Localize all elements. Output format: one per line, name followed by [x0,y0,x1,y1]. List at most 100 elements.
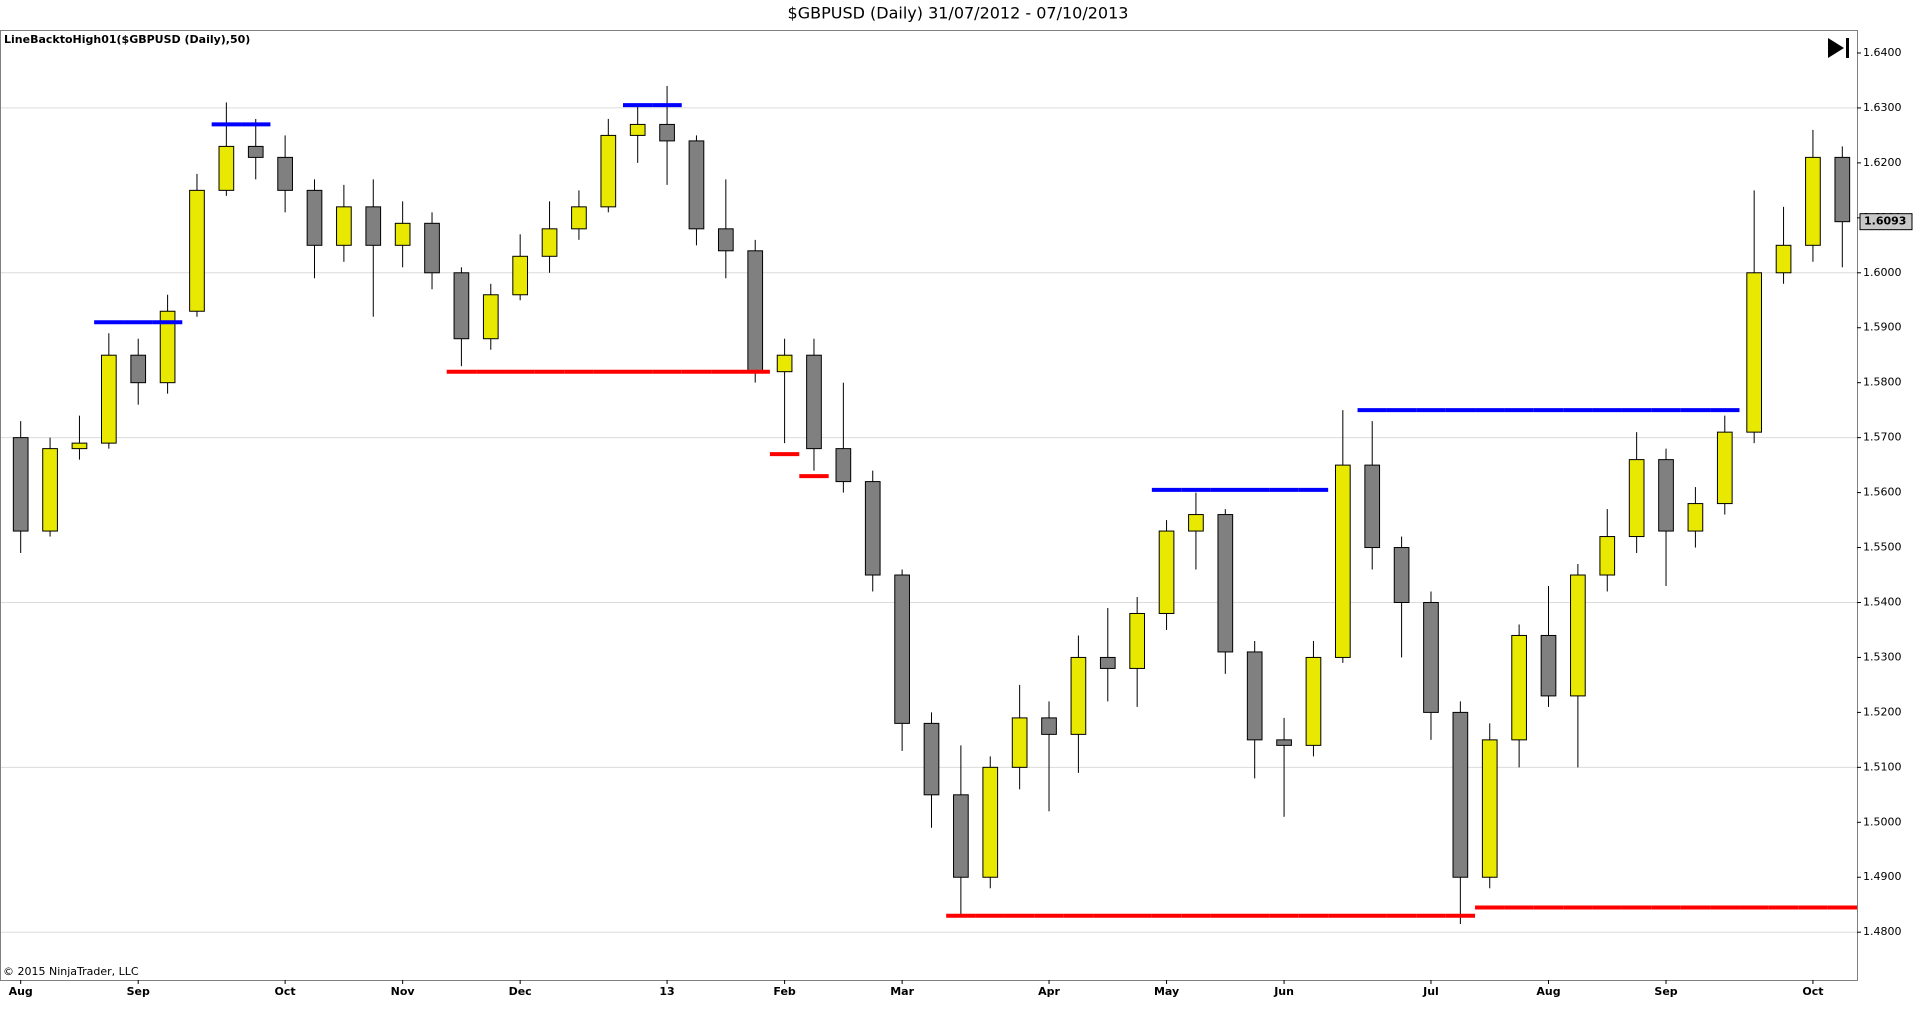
y-tick-label: 1.5900 [1863,321,1902,334]
candle-body [1305,656,1322,746]
y-tick-label: 1.5100 [1863,760,1902,773]
candle-body [1746,272,1763,433]
x-tick-label: Dec [509,985,532,998]
candle-body [1834,156,1851,223]
candle-body [424,222,440,274]
candle-body [453,272,470,340]
candle-body [482,294,499,340]
candle-body [336,206,352,246]
y-tick-label: 1.5400 [1863,595,1902,608]
candle-body [1099,656,1116,669]
candle-body [1540,634,1557,697]
candle-body [982,766,999,878]
candle-body [42,448,58,532]
candle-body [1011,717,1028,768]
candle-body [1217,514,1234,653]
candle-body [189,189,205,312]
plot-border [0,30,1858,981]
y-tick-label: 1.4900 [1863,870,1902,883]
candle-body [600,134,617,208]
candle-body [1452,711,1469,878]
candle-body [277,156,293,191]
candle-body [1805,156,1821,246]
candle-body [717,228,734,252]
candle-body [71,442,88,450]
candle-body [923,722,940,796]
x-tick-label: 13 [659,985,674,998]
y-tick-label: 1.5300 [1863,650,1902,663]
candle-body [1364,464,1381,549]
candle-body [1599,536,1616,576]
candle-body [130,354,147,384]
indicator-label: LineBacktoHigh01($GBPUSD (Daily),50) [4,33,250,46]
x-tick-label: Oct [1802,985,1823,998]
candle-body [864,481,881,576]
x-tick-label: Sep [127,985,150,998]
y-tick-label: 1.6000 [1863,266,1902,279]
y-tick-label: 1.5800 [1863,376,1902,389]
copyright: © 2015 NinjaTrader, LLC [3,965,139,978]
y-tick-label: 1.6300 [1863,101,1902,114]
candle-body [512,255,529,296]
candle-body [100,354,117,444]
go-to-end-button[interactable] [1828,38,1849,58]
x-tick-label: Sep [1654,985,1677,998]
candle-body [1716,431,1733,505]
candle-body [953,794,969,878]
candle-body [659,123,675,142]
x-tick-label: Jun [1273,985,1294,998]
candle-body [1687,503,1704,532]
x-tick-label: Aug [1536,985,1560,998]
candle-body [1188,514,1204,532]
candle-body [747,250,764,373]
candle-body [218,145,235,191]
y-tick-label: 1.5200 [1863,705,1902,718]
x-tick-label: Oct [275,985,296,998]
x-tick-label: Feb [773,985,796,998]
candle-body [1658,459,1674,532]
candle-body [1129,612,1146,669]
candle-body [835,448,852,483]
candle-body [159,310,176,384]
candle-body [806,354,822,450]
y-tick-label: 1.5000 [1863,815,1902,828]
candle-body [1246,651,1263,741]
candle-body [1393,547,1410,603]
candle-body [1775,244,1792,274]
x-tick-label: May [1154,985,1179,998]
candle-body [365,206,382,246]
candle-body [1481,739,1498,878]
y-tick-label: 1.4800 [1863,925,1902,938]
y-tick-label: 1.5600 [1863,486,1902,499]
candle-body [1041,717,1057,735]
candle-body [571,206,587,230]
candle-body [1423,601,1439,713]
candle-body [1511,634,1527,741]
y-tick-label: 1.6200 [1863,156,1902,169]
x-tick-label: Mar [890,985,914,998]
candle-body [1570,574,1586,697]
candle-body [394,222,411,246]
x-tick-label: Aug [9,985,33,998]
candle-body [541,228,558,257]
candle-body [1628,459,1645,538]
y-tick-label: 1.6400 [1863,46,1902,59]
candle-body [1334,464,1351,658]
candle-body [247,145,264,158]
x-tick-label: Apr [1038,985,1060,998]
candle-body [894,574,910,724]
candle-body [1070,656,1087,735]
y-tick-label: 1.5500 [1863,541,1902,554]
candle-body [776,354,793,373]
candle-body [629,123,646,136]
y-tick-label: 1.5700 [1863,431,1902,444]
last-price-label: 1.6093 [1864,215,1906,228]
candle-body [1276,739,1292,746]
candle-body [12,437,29,532]
chart-title: $GBPUSD (Daily) 31/07/2012 - 07/10/2013 [788,4,1129,23]
candle-body [688,140,705,230]
x-tick-label: Nov [391,985,416,998]
candle-body [1158,530,1175,614]
candle-body [306,189,323,246]
